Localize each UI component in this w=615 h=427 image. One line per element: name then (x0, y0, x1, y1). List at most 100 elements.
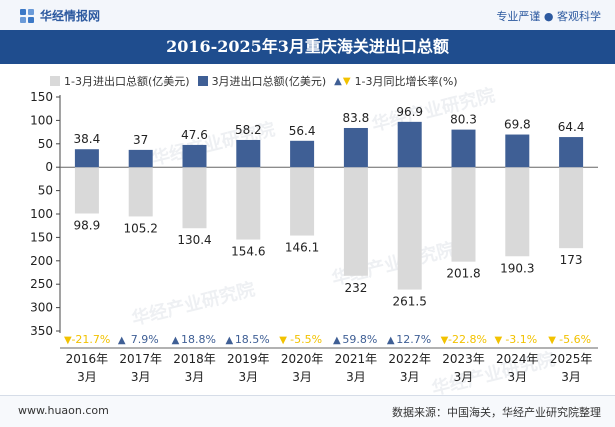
x-tick-label-month: 3月 (131, 370, 151, 384)
bar-ytd (182, 167, 207, 229)
growth-label: -5.5% (290, 333, 322, 346)
bar-month (182, 144, 207, 168)
triangle-up-icon: ▲ (118, 335, 126, 346)
x-tick-label: 2022年 (388, 352, 431, 366)
x-tick-label-month: 3月 (346, 370, 366, 384)
tagline: 专业严谨 ● 客观科学 (496, 10, 601, 23)
legend-label-ytd: 1-3月进出口总额(亿美元) (64, 75, 190, 88)
y-tick-label: 100 (30, 207, 53, 221)
x-tick-label-month: 3月 (292, 370, 312, 384)
brand-logo[interactable]: 华经情报网 (20, 7, 100, 24)
data-label-ytd: 173 (560, 253, 583, 267)
triangle-down-icon: ▼ (548, 335, 556, 346)
data-label-ytd: 190.3 (500, 261, 534, 275)
y-tick-label: 200 (30, 254, 53, 268)
growth-label: 7.9% (131, 333, 159, 346)
bar-ytd (290, 167, 315, 236)
legend-item-month: 3月进出口总额(亿美元) (197, 73, 327, 89)
y-tick-label: 150 (30, 230, 53, 244)
data-label-month: 37 (133, 133, 148, 147)
data-label-ytd: 130.4 (177, 233, 211, 247)
x-tick-label-month: 3月 (561, 370, 581, 384)
chart-title: 2016-2025年3月重庆海关进出口总额 (0, 30, 615, 64)
growth-label: -3.1% (505, 333, 537, 346)
y-tick-label: 50 (38, 184, 53, 198)
data-label-ytd: 98.9 (74, 218, 101, 232)
x-tick-label: 2021年 (335, 352, 378, 366)
y-tick-label: 300 (30, 301, 53, 315)
footer: www.huaon.com 数据来源：中国海关，华经产业研究院整理 (0, 395, 615, 427)
triangle-up-icon: ▲ (172, 335, 180, 346)
footer-source: 数据来源：中国海关，华经产业研究院整理 (392, 406, 601, 419)
growth-label: -22.8% (448, 333, 487, 346)
growth-label: 18.5% (235, 333, 270, 346)
bar-ytd (451, 167, 476, 262)
legend-swatch-ytd (50, 76, 60, 86)
data-label-month: 83.8 (343, 111, 370, 125)
x-tick-label-month: 3月 (185, 370, 205, 384)
legend-item-ytd: 1-3月进出口总额(亿美元) (50, 73, 190, 89)
y-tick-label: 250 (30, 277, 53, 291)
x-tick-label-month: 3月 (400, 370, 420, 384)
triangle-down-icon: ▼ (494, 335, 502, 346)
bar-ytd (343, 167, 368, 276)
bar-ytd (128, 167, 153, 217)
data-label-month: 47.6 (181, 128, 208, 142)
y-tick-label: 0 (45, 160, 53, 174)
x-tick-label: 2020年 (281, 352, 324, 366)
triangle-up-icon: ▲ (225, 335, 233, 346)
y-tick-label: 150 (30, 90, 53, 104)
growth-label: 12.7% (396, 333, 431, 346)
triangle-down-icon: ▼ (64, 335, 72, 346)
x-tick-label-month: 3月 (507, 370, 527, 384)
data-label-ytd: 154.6 (231, 245, 265, 259)
growth-label: -21.7% (71, 333, 110, 346)
chart-legend: 1-3月进出口总额(亿美元) 3月进出口总额(亿美元) ▲ ▼ 1-3月同比增长… (50, 73, 466, 89)
x-tick-label: 2025年 (550, 352, 593, 366)
data-label-ytd: 146.1 (285, 241, 319, 255)
data-label-month: 96.9 (396, 105, 423, 119)
triangle-up-icon: ▲ (334, 75, 342, 87)
data-label-month: 80.3 (450, 113, 477, 127)
data-label-month: 64.4 (558, 120, 585, 134)
y-tick-label: 350 (30, 324, 53, 338)
x-tick-label: 2023年 (442, 352, 485, 366)
bar-month (74, 149, 99, 168)
legend-swatch-month (197, 76, 208, 86)
data-label-month: 69.8 (504, 118, 531, 132)
legend-label-month: 3月进出口总额(亿美元) (211, 75, 327, 88)
data-label-ytd: 105.2 (124, 221, 158, 235)
x-tick-label: 2018年 (173, 352, 216, 366)
x-tick-label-month: 3月 (77, 370, 97, 384)
x-tick-label-month: 3月 (238, 370, 258, 384)
bar-month (128, 149, 153, 168)
bar-ytd (397, 167, 422, 290)
data-label-ytd: 261.5 (393, 295, 427, 309)
top-bar: 华经情报网 专业严谨 ● 客观科学 (0, 0, 615, 30)
footer-url[interactable]: www.huaon.com (18, 404, 109, 417)
growth-label: 18.8% (181, 333, 216, 346)
bar-ytd (559, 167, 584, 249)
x-tick-label: 2017年 (119, 352, 162, 366)
bar-month (451, 129, 476, 168)
logo-icon (20, 8, 34, 23)
axis-layer: 150 100 50 0 50 100 150 200 250 300 350 (30, 90, 598, 349)
growth-label: -5.6% (559, 333, 591, 346)
data-label-month: 58.2 (235, 123, 262, 137)
bar-month (290, 140, 315, 168)
x-tick-label-month: 3月 (454, 370, 474, 384)
data-label-month: 56.4 (289, 124, 316, 138)
y-tick-label: 50 (38, 137, 53, 151)
data-label-ytd: 201.8 (446, 267, 480, 281)
x-tick-label: 2016年 (66, 352, 109, 366)
bar-month (343, 127, 368, 168)
bar-month (236, 139, 261, 168)
bar-month (559, 137, 584, 168)
triangle-up-icon: ▲ (333, 335, 341, 346)
bar-month (505, 134, 530, 168)
growth-label: 59.8% (342, 333, 377, 346)
triangle-up-icon: ▲ (387, 335, 395, 346)
data-label-ytd: 232 (344, 281, 367, 295)
